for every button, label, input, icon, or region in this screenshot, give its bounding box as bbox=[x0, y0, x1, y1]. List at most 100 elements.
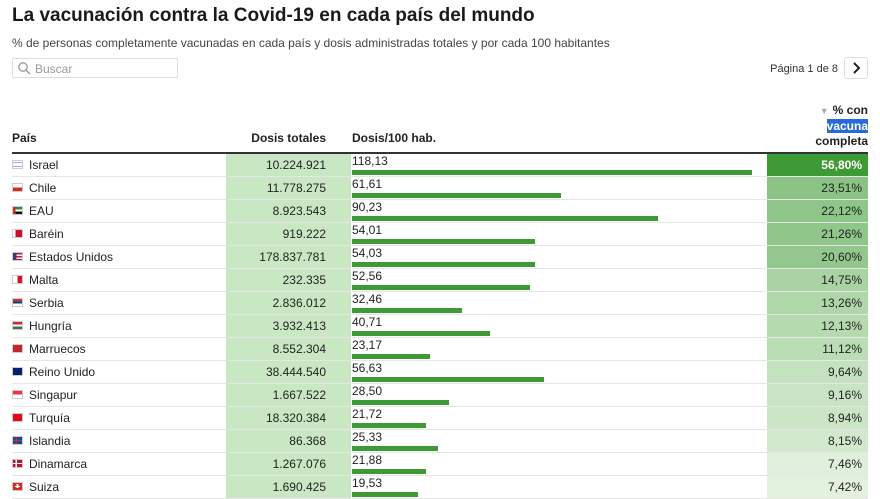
doses-per100-bar bbox=[352, 239, 535, 244]
doses-per100-bar bbox=[352, 377, 544, 382]
doses-total-cell: 1.267.076 bbox=[226, 453, 351, 476]
bahrain-flag-icon bbox=[12, 229, 23, 238]
column-header-complete[interactable]: ▼% con vacuna completa bbox=[788, 103, 868, 149]
doses-per100-bar bbox=[352, 170, 752, 175]
doses-total-cell: 38.444.540 bbox=[226, 361, 351, 384]
doses-per100-label: 28,50 bbox=[352, 384, 383, 398]
country-name: Turquía bbox=[29, 411, 70, 425]
doses-total-cell: 8.552.304 bbox=[226, 338, 351, 361]
table-row: Hungría 3.932.413 40,71 12,13% bbox=[0, 315, 880, 338]
column-header-complete-line3: completa bbox=[815, 134, 868, 148]
complete-vaccination-cell: 22,12% bbox=[767, 200, 868, 223]
doses-total-cell: 86.368 bbox=[226, 430, 351, 453]
usa-flag-icon bbox=[12, 252, 23, 261]
doses-total-cell: 232.335 bbox=[226, 269, 351, 292]
column-header-doses[interactable]: Dosis totales bbox=[251, 131, 326, 145]
doses-per100-bar bbox=[352, 446, 438, 451]
malta-flag-icon bbox=[12, 275, 23, 284]
denmark-flag-icon bbox=[12, 459, 23, 468]
column-header-per100[interactable]: Dosis/100 hab. bbox=[352, 131, 437, 145]
table-row: Turquía 18.320.384 21,72 8,94% bbox=[0, 407, 880, 430]
doses-per100-bar bbox=[352, 423, 426, 428]
israel-flag-icon bbox=[12, 160, 23, 169]
doses-per100-bar bbox=[352, 216, 658, 221]
country-name: Marruecos bbox=[29, 342, 86, 356]
complete-vaccination-cell: 14,75% bbox=[767, 269, 868, 292]
country-name: EAU bbox=[29, 204, 54, 218]
country-name: Malta bbox=[29, 273, 59, 287]
table-row: Serbia 2.836.012 32,46 13,26% bbox=[0, 292, 880, 315]
column-header-complete-line1: % con bbox=[832, 103, 868, 117]
doses-per100-bar bbox=[352, 262, 535, 267]
iceland-flag-icon bbox=[12, 436, 23, 445]
turkey-flag-icon bbox=[12, 413, 23, 422]
doses-per100-label: 54,03 bbox=[352, 246, 383, 260]
complete-vaccination-cell: 7,46% bbox=[767, 453, 868, 476]
doses-per100-label: 19,53 bbox=[352, 476, 383, 490]
table-row: Estados Unidos 178.837.781 54,03 20,60% bbox=[0, 246, 880, 269]
morocco-flag-icon bbox=[12, 344, 23, 353]
country-name: Serbia bbox=[29, 296, 64, 310]
doses-per100-label: 54,01 bbox=[352, 223, 383, 237]
table-row: Chile 11.778.275 61,61 23,51% bbox=[0, 177, 880, 200]
table-row: Reino Unido 38.444.540 56,63 9,64% bbox=[0, 361, 880, 384]
country-name: Israel bbox=[29, 158, 59, 172]
complete-vaccination-cell: 23,51% bbox=[767, 177, 868, 200]
doses-total-cell: 2.836.012 bbox=[226, 292, 351, 315]
column-header-country[interactable]: País bbox=[12, 131, 37, 145]
doses-per100-bar bbox=[352, 308, 462, 313]
complete-vaccination-cell: 13,26% bbox=[767, 292, 868, 315]
doses-total-cell: 3.932.413 bbox=[226, 315, 351, 338]
doses-per100-label: 21,88 bbox=[352, 453, 383, 467]
uk-flag-icon bbox=[12, 367, 23, 376]
doses-per100-bar bbox=[352, 285, 530, 290]
table-row: Dinamarca 1.267.076 21,88 7,46% bbox=[0, 453, 880, 476]
page-title: La vacunación contra la Covid-19 en cada… bbox=[12, 5, 535, 26]
doses-total-cell: 1.690.425 bbox=[226, 476, 351, 499]
serbia-flag-icon bbox=[12, 298, 23, 307]
doses-total-cell: 8.923.543 bbox=[226, 200, 351, 223]
doses-per100-label: 21,72 bbox=[352, 407, 383, 421]
doses-per100-label: 32,46 bbox=[352, 292, 383, 306]
sort-descending-icon: ▼ bbox=[819, 106, 829, 116]
complete-vaccination-cell: 9,16% bbox=[767, 384, 868, 407]
doses-total-cell: 18.320.384 bbox=[226, 407, 351, 430]
complete-vaccination-cell: 20,60% bbox=[767, 246, 868, 269]
doses-per100-bar bbox=[352, 354, 430, 359]
table-row: Islandia 86.368 25,33 8,15% bbox=[0, 430, 880, 453]
complete-vaccination-cell: 8,94% bbox=[767, 407, 868, 430]
doses-per100-label: 40,71 bbox=[352, 315, 383, 329]
table-row: Baréin 919.222 54,01 21,26% bbox=[0, 223, 880, 246]
doses-per100-bar bbox=[352, 331, 490, 336]
doses-total-cell: 1.667.522 bbox=[226, 384, 351, 407]
country-name: Dinamarca bbox=[29, 457, 88, 471]
country-name: Islandia bbox=[29, 434, 71, 448]
table-body: Israel 10.224.921 118,13 56,80% Chile 11.778.… bbox=[0, 154, 880, 499]
table-row: Marruecos 8.552.304 23,17 11,12% bbox=[0, 338, 880, 361]
doses-total-cell: 10.224.921 bbox=[226, 154, 351, 177]
search-icon bbox=[18, 62, 31, 75]
doses-per100-bar bbox=[352, 400, 449, 405]
doses-per100-label: 52,56 bbox=[352, 269, 383, 283]
next-page-button[interactable] bbox=[844, 57, 868, 79]
column-header-complete-line2: vacuna bbox=[826, 119, 868, 133]
doses-per100-label: 25,33 bbox=[352, 430, 383, 444]
table-row: Israel 10.224.921 118,13 56,80% bbox=[0, 154, 880, 177]
chile-flag-icon bbox=[12, 183, 23, 192]
switzerland-flag-icon bbox=[12, 482, 23, 491]
singapore-flag-icon bbox=[12, 390, 23, 399]
complete-vaccination-cell: 56,80% bbox=[767, 154, 868, 177]
complete-vaccination-cell: 8,15% bbox=[767, 430, 868, 453]
doses-per100-label: 90,23 bbox=[352, 200, 383, 214]
doses-per100-label: 118,13 bbox=[352, 154, 388, 168]
country-name: Chile bbox=[29, 181, 57, 195]
complete-vaccination-cell: 11,12% bbox=[767, 338, 868, 361]
table-row: Malta 232.335 52,56 14,75% bbox=[0, 269, 880, 292]
uae-flag-icon bbox=[12, 206, 23, 215]
search-input[interactable]: Buscar bbox=[12, 58, 178, 78]
complete-vaccination-cell: 9,64% bbox=[767, 361, 868, 384]
doses-total-cell: 178.837.781 bbox=[226, 246, 351, 269]
table-row: Singapur 1.667.522 28,50 9,16% bbox=[0, 384, 880, 407]
country-name: Reino Unido bbox=[29, 365, 96, 379]
country-name: Baréin bbox=[29, 227, 64, 241]
